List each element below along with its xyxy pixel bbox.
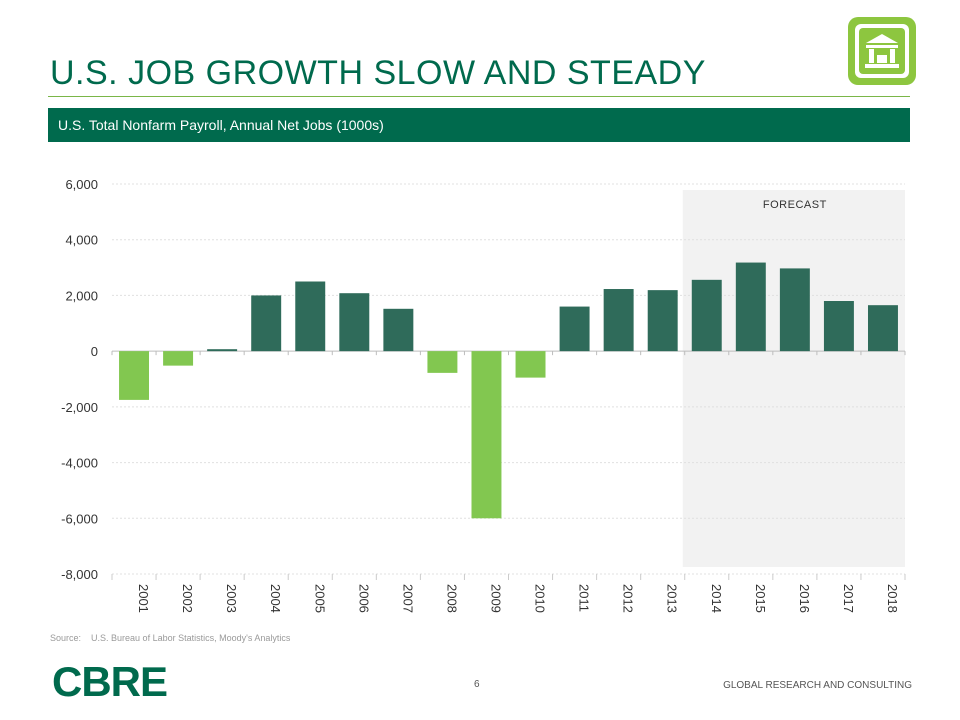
bar-2009 bbox=[471, 351, 502, 519]
x-tick-label: 2001 bbox=[136, 584, 151, 613]
y-tick-label: 0 bbox=[91, 344, 98, 359]
bar-2012 bbox=[603, 289, 634, 352]
y-tick-label: -6,000 bbox=[61, 511, 98, 526]
x-tick-label: 2015 bbox=[753, 584, 768, 613]
x-tick-label: 2013 bbox=[665, 584, 680, 613]
bar-2006 bbox=[339, 293, 370, 352]
x-tick-label: 2012 bbox=[621, 584, 636, 613]
chart-subtitle-bar: U.S. Total Nonfarm Payroll, Annual Net J… bbox=[48, 108, 910, 142]
bar-2016 bbox=[779, 268, 810, 352]
y-tick-label: -4,000 bbox=[61, 456, 98, 471]
forecast-region bbox=[682, 190, 905, 567]
bar-2002 bbox=[163, 351, 194, 366]
bar-2004 bbox=[251, 295, 282, 352]
x-tick-label: 2003 bbox=[224, 584, 239, 613]
x-tick-label: 2008 bbox=[444, 584, 459, 613]
x-tick-label: 2009 bbox=[488, 584, 503, 613]
x-tick-label: 2016 bbox=[797, 584, 812, 613]
x-tick-label: 2007 bbox=[400, 584, 415, 613]
y-tick-label: -2,000 bbox=[61, 400, 98, 415]
x-tick-label: 2018 bbox=[885, 584, 900, 613]
bar-2013 bbox=[647, 290, 678, 352]
x-tick-label: 2004 bbox=[268, 584, 283, 613]
y-tick-label: 2,000 bbox=[65, 288, 98, 303]
bar-2007 bbox=[383, 308, 414, 352]
x-tick-label: 2014 bbox=[709, 584, 724, 613]
slide-title: U.S. JOB GROWTH SLOW AND STEADY bbox=[50, 54, 706, 92]
x-tick-label: 2006 bbox=[356, 584, 371, 613]
source-text: U.S. Bureau of Labor Statistics, Moody's… bbox=[91, 633, 291, 643]
x-tick-label: 2010 bbox=[533, 584, 548, 613]
title-divider bbox=[48, 96, 910, 97]
source-note: Source: U.S. Bureau of Labor Statistics, … bbox=[50, 633, 290, 643]
bar-2001 bbox=[119, 351, 150, 400]
page-number: 6 bbox=[474, 679, 480, 690]
bar-2014 bbox=[691, 279, 722, 352]
bar-2008 bbox=[427, 351, 458, 373]
bar-2003 bbox=[207, 349, 238, 352]
y-tick-label: 4,000 bbox=[65, 233, 98, 248]
bar-2005 bbox=[295, 281, 326, 352]
source-label: Source: bbox=[50, 633, 82, 643]
bar-2011 bbox=[559, 306, 590, 352]
bar-2018 bbox=[867, 305, 898, 352]
y-tick-label: -8,000 bbox=[61, 567, 98, 582]
forecast-label: FORECAST bbox=[763, 199, 827, 211]
bar-2010 bbox=[515, 351, 546, 378]
x-tick-label: 2002 bbox=[180, 584, 195, 613]
cbre-logo: CBRE bbox=[52, 658, 168, 705]
x-tick-label: 2011 bbox=[577, 584, 592, 612]
bank-building-icon bbox=[848, 17, 916, 85]
y-tick-label: 6,000 bbox=[65, 177, 98, 192]
bar-2015 bbox=[735, 262, 766, 352]
footer-text: GLOBAL RESEARCH AND CONSULTING bbox=[723, 680, 912, 691]
bar-2017 bbox=[823, 301, 854, 352]
x-tick-label: 2005 bbox=[312, 584, 327, 613]
x-tick-label: 2017 bbox=[841, 584, 856, 613]
